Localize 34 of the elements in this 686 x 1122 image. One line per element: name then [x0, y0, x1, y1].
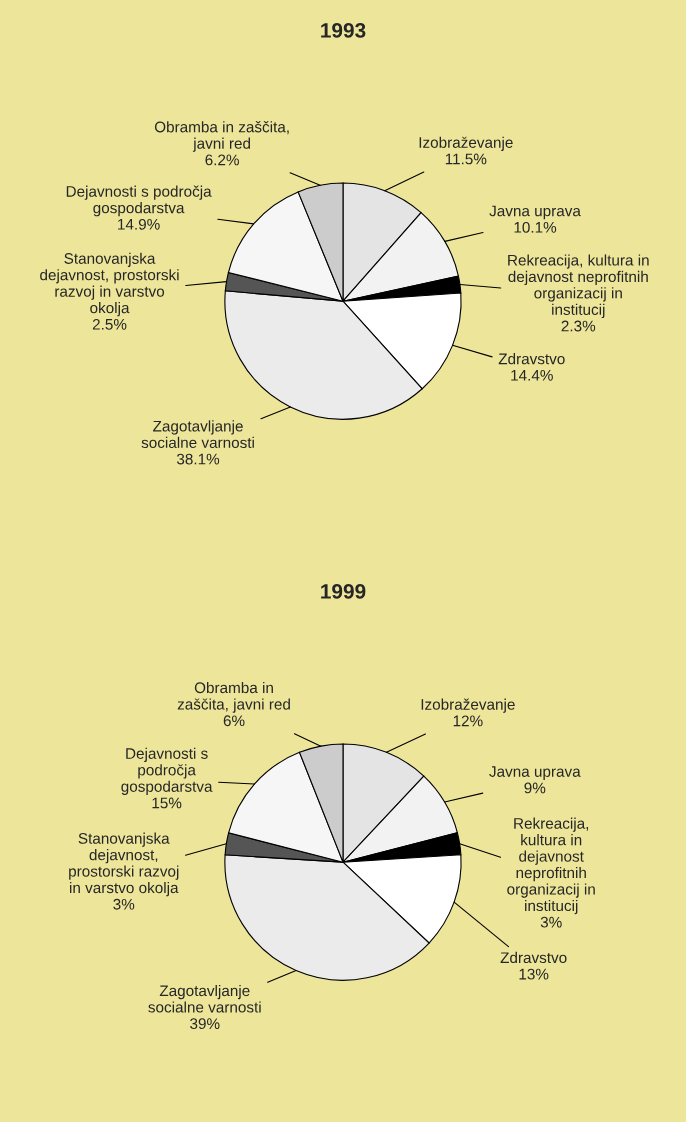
data-label: 6% — [223, 715, 245, 727]
chart-title: 1999 — [321, 583, 366, 599]
data-label: 10.1% — [514, 221, 557, 233]
data-label: 3% — [540, 916, 562, 928]
data-label: 11.5% — [445, 153, 487, 165]
slice-label: Stanovanjska dejavnost, prostorski razvoj in varstvo okolja — [69, 832, 179, 897]
data-label: 6.2% — [205, 154, 239, 166]
slice-label: Rekreacija, kultura in dejavnost neprofitnih organizacij in institucij — [507, 817, 595, 915]
data-label: 2.5% — [92, 318, 127, 330]
slice-label: Rekreacija, kultura in dejavnost neprofitnih organizacij in institucij — [508, 254, 649, 318]
slice-label: Obramba in zaščita, javni red — [177, 681, 290, 713]
slice-label: Javna uprava — [489, 766, 581, 780]
data-label: 13% — [519, 968, 549, 980]
slice-label: Zdravstvo — [500, 951, 567, 964]
slice-label: Zagotavljanje socialne varnosti — [148, 984, 261, 1013]
data-label: 14.9% — [118, 218, 160, 230]
chart-title: 1993 — [321, 22, 366, 38]
data-label: 3% — [113, 898, 135, 910]
slice-label: Dejavnosti s področja gospodarstva — [121, 747, 213, 795]
data-label: 39% — [190, 1018, 220, 1030]
slice-label: Dejavnosti s področja gospodarstva — [66, 185, 212, 217]
slice-label: Izobraževanje — [421, 698, 515, 713]
data-label: 38.1% — [176, 453, 220, 465]
slice-label: Stanovanjska dejavnost, prostorski razvoj in varstvo okolja — [40, 252, 179, 317]
data-label: 12% — [453, 715, 483, 727]
slice-label: Izobraževanje — [419, 136, 513, 151]
slice-label: Obramba in zaščita, javni red — [154, 121, 289, 152]
slice-label: Zagotavljanje socialne varnosti — [141, 420, 254, 449]
data-label: 14.4% — [511, 369, 553, 381]
data-label: 9% — [524, 782, 546, 794]
data-label: 15% — [152, 797, 182, 809]
slice-label: Zdravstvo — [498, 353, 565, 365]
data-label: 2.3% — [561, 320, 596, 332]
slice-label: Javna uprava — [489, 205, 581, 220]
